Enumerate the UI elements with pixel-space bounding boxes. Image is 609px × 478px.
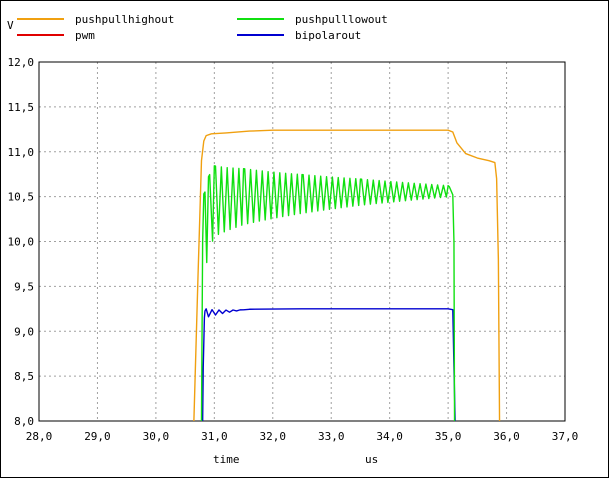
legend-item-pushpullhighout: pushpullhighout <box>17 13 174 26</box>
y-tick-label: 10,5 <box>8 191 35 204</box>
series-layer <box>193 129 501 422</box>
x-axis-unit: us <box>365 453 378 466</box>
legend-item-bipolarout: bipolarout <box>237 29 361 42</box>
y-tick-label: 12,0 <box>8 56 35 69</box>
x-tick-label: 33,0 <box>318 430 345 443</box>
x-tick-label: 35,0 <box>435 430 462 443</box>
x-tick-label: 29,0 <box>84 430 111 443</box>
x-tick-labels: 28,0 29,0 30,0 31,0 32,0 33,0 34,0 35,0 36,0 37,0 <box>26 430 579 443</box>
y-tick-label: 8,5 <box>14 370 34 383</box>
x-tick-label: 31,0 <box>201 430 228 443</box>
grid-lines <box>39 62 565 421</box>
x-tick-label: 28,0 <box>26 430 53 443</box>
legend-item-pwm: pwm <box>17 29 95 42</box>
y-tick-label: 11,0 <box>8 146 35 159</box>
series-line-pushpulllowout <box>200 165 456 422</box>
y-tick-label: 11,5 <box>8 101 35 114</box>
y-tick-labels: 8,0 8,5 9,0 9,5 10,0 10,5 11,0 11,5 12,0 <box>8 56 35 428</box>
legend: pushpullhighout pwm pushpulllowout bipolaro… <box>17 13 388 42</box>
series-line-pushpullhighout <box>193 129 501 422</box>
x-axis-label: time <box>213 453 240 466</box>
x-tick-label: 34,0 <box>376 430 403 443</box>
x-tick-label: 36,0 <box>493 430 520 443</box>
legend-label: pushpulllowout <box>295 13 388 26</box>
y-tick-label: 10,0 <box>8 236 35 249</box>
legend-label: pushpullhighout <box>75 13 174 26</box>
plot-area-border <box>38 61 566 422</box>
y-tick-label: 9,0 <box>14 325 34 338</box>
legend-label: pwm <box>75 29 95 42</box>
legend-item-pushpulllowout: pushpulllowout <box>237 13 388 26</box>
y-tick-label: 8,0 <box>14 415 34 428</box>
y-axis-unit: V <box>7 19 14 32</box>
y-tick-label: 9,5 <box>14 280 34 293</box>
series-line-bipolarout <box>201 308 456 422</box>
x-tick-label: 37,0 <box>552 430 579 443</box>
x-tick-label: 32,0 <box>260 430 287 443</box>
x-tick-label: 30,0 <box>143 430 170 443</box>
legend-label: bipolarout <box>295 29 361 42</box>
